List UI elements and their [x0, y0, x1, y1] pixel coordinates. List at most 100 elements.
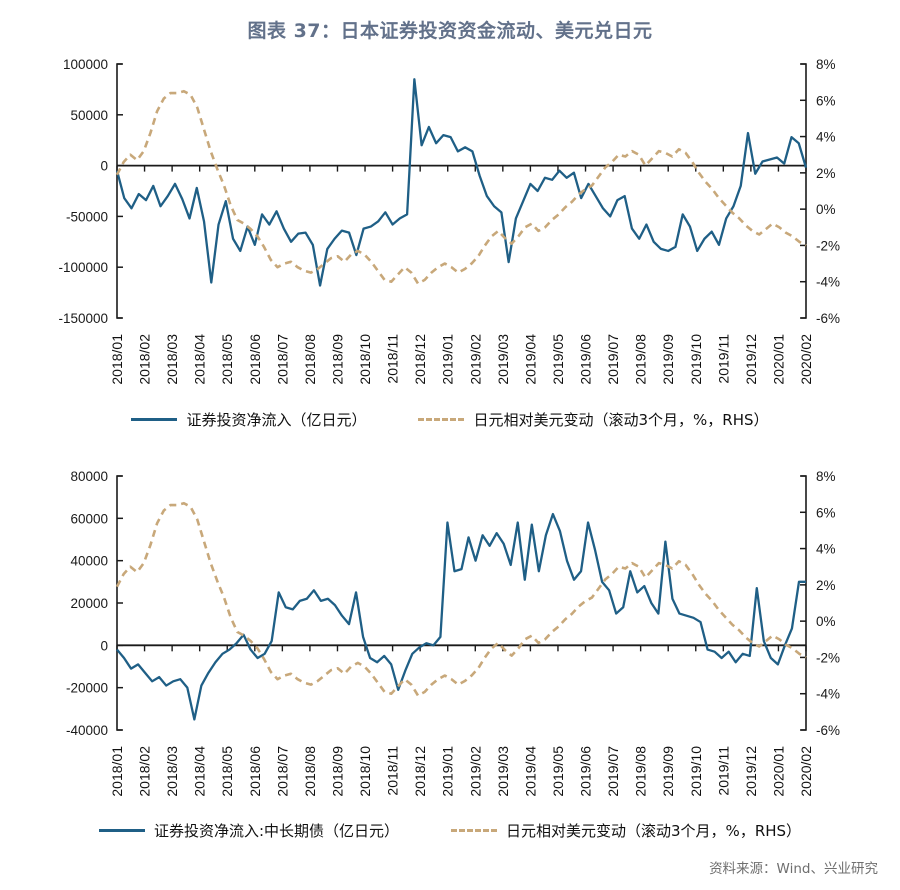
legend-item[interactable]: 证券投资净流入:中长期债（亿日元） [98, 820, 400, 841]
legend-item-label: 证券投资净流入:中长期债（亿日元） [153, 822, 400, 840]
series-line-solid [115, 78, 808, 287]
left-axis-tick-label: -50000 [66, 209, 108, 224]
legend-item-label: 证券投资净流入（亿日元） [186, 411, 367, 429]
right-axis-tick-label: 2% [816, 166, 836, 181]
x-axis-tick-label: 2018/11 [385, 746, 401, 796]
x-axis-tick-label: 2019/01 [440, 746, 456, 797]
x-axis-tick-label: 2018/03 [164, 746, 180, 797]
x-axis-tick-label: 2018/06 [247, 334, 263, 385]
x-axis-tick-label: 2018/12 [412, 334, 428, 385]
figure-title: 图表 37：日本证券投资资金流动、美元兑日元 [0, 16, 900, 43]
series-line-dashed [115, 501, 807, 697]
legend-item[interactable]: 日元相对美元变动（滚动3个月，%，RHS） [418, 409, 769, 430]
series-line-dashed [115, 89, 807, 285]
x-axis-tick-label: 2019/09 [660, 334, 676, 385]
x-axis-tick-label: 2018/05 [219, 334, 235, 385]
right-axis-tick-label: 8% [816, 469, 836, 484]
left-axis-tick-label: 40000 [70, 554, 108, 569]
right-axis-tick-label: -4% [816, 687, 840, 702]
x-axis-tick-label: 2018/02 [137, 746, 153, 797]
left-axis-tick-label: 60000 [70, 511, 108, 526]
x-axis-tick-label: 2019/05 [550, 746, 566, 797]
left-axis-tick-label: -20000 [66, 681, 108, 696]
x-axis-tick-label: 2019/05 [550, 334, 566, 385]
left-axis-tick-label: 0 [100, 159, 108, 174]
x-axis-tick-label: 2018/09 [329, 746, 345, 797]
x-axis-tick-label: 2020/01 [770, 334, 786, 385]
x-axis-tick-label: 2019/02 [467, 746, 483, 797]
right-axis-tick-label: 4% [816, 130, 836, 145]
x-axis-tick-label: 2018/03 [164, 334, 180, 385]
x-axis-tick-label: 2018/11 [385, 334, 401, 384]
right-axis-tick-label: 2% [816, 578, 836, 593]
legend-dashed-line-icon [451, 829, 498, 832]
x-axis-tick-label: 2019/04 [522, 746, 538, 797]
x-axis-tick-label: 2019/07 [605, 746, 621, 797]
x-axis-tick-label: 2018/04 [192, 746, 208, 797]
x-axis-tick-label: 2018/08 [302, 746, 318, 797]
right-axis-spine [801, 475, 807, 731]
left-axis-tick-label: 50000 [70, 108, 108, 123]
left-axis-tick-label: -40000 [66, 723, 108, 738]
x-axis-tick-label: 2018/10 [357, 746, 373, 797]
x-axis-tick-label: 2019/02 [467, 334, 483, 385]
figure-title-text: 图表 37：日本证券投资资金流动、美元兑日元 [247, 20, 653, 42]
right-axis-tick-label: 6% [816, 505, 836, 520]
left-axis-tick-label: -150000 [58, 311, 108, 326]
legend-solid-line-icon [98, 829, 145, 832]
right-axis-spine [801, 63, 807, 319]
right-axis-tick-label: -4% [816, 275, 840, 290]
x-axis-tick-label: 2018/07 [274, 746, 290, 797]
x-axis-tick-label: 2020/02 [798, 334, 814, 385]
x-axis-tick-label: 2019/06 [578, 746, 594, 797]
x-axis-tick-label: 2018/09 [329, 334, 345, 385]
x-axis-tick-label: 2019/11 [715, 334, 731, 384]
chart-top-legend: 证券投资净流入（亿日元） 日元相对美元变动（滚动3个月，%，RHS） [0, 409, 900, 430]
x-axis-tick-label: 2019/11 [715, 746, 731, 796]
legend-dashed-line-icon [418, 418, 465, 421]
right-axis-tick-label: 6% [816, 93, 836, 108]
x-axis-tick-label: 2019/08 [633, 334, 649, 385]
left-axis-tick-label: 100000 [63, 57, 108, 72]
x-axis-tick-label: 2019/03 [495, 334, 511, 385]
right-axis-tick-label: -6% [816, 311, 840, 326]
left-axis-tick-label: 0 [100, 638, 108, 653]
chart-bottom-legend: 证券投资净流入:中长期债（亿日元） 日元相对美元变动（滚动3个月，%，RHS） [0, 820, 900, 841]
x-axis-tick-label: 2019/01 [440, 334, 456, 385]
chart-bottom-svg: 80000 60000 40000 20000 0 -20000 -40000 8% 6% 4% 2… [66, 469, 840, 797]
legend-item-label: 日元相对美元变动（滚动3个月，%，RHS） [506, 822, 802, 840]
right-axis-tick-label: -6% [816, 723, 840, 738]
x-axis-tick-label: 2019/03 [495, 746, 511, 797]
x-axis-tick-label: 2018/05 [219, 746, 235, 797]
left-axis-tick-label: 20000 [70, 596, 108, 611]
x-axis-tick-label: 2019/10 [688, 746, 704, 797]
chart-panel-bottom: 80000 60000 40000 20000 0 -20000 -40000 8% 6% 4% 2… [0, 462, 900, 862]
right-axis-tick-label: 8% [816, 57, 836, 72]
right-axis-tick-label: 4% [816, 542, 836, 557]
x-axis-tick-label: 2018/02 [137, 334, 153, 385]
x-axis-tick-label: 2019/07 [605, 334, 621, 385]
x-axis-tick-label: 2020/01 [770, 746, 786, 797]
chart-top-svg: 100000 50000 0 -50000 -100000 -150000 8% 6% 4% 2%… [58, 57, 840, 385]
x-axis-tick-label: 2019/12 [743, 746, 759, 797]
right-axis-tick-label: -2% [816, 238, 840, 253]
x-axis-tick-label: 2019/08 [633, 746, 649, 797]
left-axis-tick-label: -100000 [58, 260, 108, 275]
series-line-solid [116, 512, 806, 721]
x-axis-tick-label: 2019/09 [660, 746, 676, 797]
right-axis-tick-label: 0% [816, 614, 836, 629]
legend-solid-line-icon [131, 418, 178, 421]
right-axis-tick-label: 0% [816, 202, 836, 217]
x-axis-tick-label: 2018/08 [302, 334, 318, 385]
x-axis-tick-label: 2018/10 [357, 334, 373, 385]
x-axis-tick-label: 2018/01 [109, 746, 125, 797]
x-axis-tick-label: 2018/07 [274, 334, 290, 385]
x-axis-tick-label: 2019/04 [522, 334, 538, 385]
x-axis-tick-label: 2019/12 [743, 334, 759, 385]
right-axis-tick-label: -2% [816, 650, 840, 665]
legend-item[interactable]: 日元相对美元变动（滚动3个月，%，RHS） [451, 820, 801, 841]
x-axis-tick-label: 2019/06 [578, 334, 594, 385]
x-axis-tick-label: 2019/10 [688, 334, 704, 385]
legend-item[interactable]: 证券投资净流入（亿日元） [131, 409, 366, 430]
